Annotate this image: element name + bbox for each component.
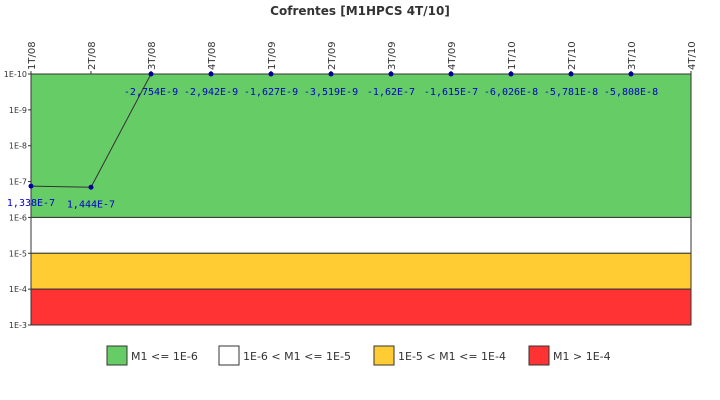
y-tick-label: 1E-8 xyxy=(9,142,27,151)
x-tick-label: 4T/09 xyxy=(447,41,458,70)
band-2 xyxy=(30,252,692,290)
data-label: -6,026E-8 xyxy=(484,87,538,98)
y-tick-label: 1E-7 xyxy=(9,178,27,187)
legend-swatch xyxy=(218,345,240,366)
data-point xyxy=(568,71,574,77)
data-point xyxy=(508,71,514,77)
band-3 xyxy=(30,288,692,326)
x-tick-label: 3T/08 xyxy=(147,41,158,70)
data-label: -5,808E-8 xyxy=(604,87,658,98)
legend-swatch xyxy=(106,345,128,366)
data-point xyxy=(28,183,34,189)
data-point xyxy=(208,71,214,77)
data-point xyxy=(388,71,394,77)
x-tick-label: 3T/10 xyxy=(627,41,638,70)
y-tick-label: 1E-4 xyxy=(9,285,27,294)
x-tick-label: 1T/10 xyxy=(507,41,518,70)
y-tick-label: 1E-6 xyxy=(9,213,27,222)
x-tick-label: 4T/08 xyxy=(207,41,218,70)
x-tick-label: 2T/10 xyxy=(567,41,578,70)
x-tick-label: 4T/10 xyxy=(687,41,698,70)
data-label: -5,781E-8 xyxy=(544,87,598,98)
legend-label: 1E-5 < M1 <= 1E-4 xyxy=(398,350,506,363)
data-label: 1,338E-7 xyxy=(7,198,55,209)
x-tick-label: 2T/08 xyxy=(87,41,98,70)
y-tick-label: 1E-9 xyxy=(9,106,27,115)
data-label: -2,754E-9 xyxy=(124,87,178,98)
data-point xyxy=(328,71,334,77)
data-label: -1,62E-7 xyxy=(367,87,415,98)
x-tick-label: 1T/08 xyxy=(27,41,38,70)
legend-label: M1 <= 1E-6 xyxy=(131,350,198,363)
data-label: -1,615E-7 xyxy=(424,87,478,98)
legend-item-1: 1E-6 < M1 <= 1E-5 xyxy=(218,345,351,366)
band-1 xyxy=(30,216,692,254)
legend-swatch xyxy=(528,345,550,366)
data-point xyxy=(268,71,274,77)
chart-title: Cofrentes [M1HPCS 4T/10] xyxy=(270,4,450,18)
x-tick-label: 3T/09 xyxy=(387,41,398,70)
data-point xyxy=(448,71,454,77)
x-tick-label: 1T/09 xyxy=(267,41,278,70)
legend-item-2: 1E-5 < M1 <= 1E-4 xyxy=(373,345,506,366)
legend-label: 1E-6 < M1 <= 1E-5 xyxy=(243,350,351,363)
data-label: -2,942E-9 xyxy=(184,87,238,98)
y-tick-label: 1E-3 xyxy=(9,321,27,330)
x-tick-label: 2T/09 xyxy=(327,41,338,70)
legend-item-0: M1 <= 1E-6 xyxy=(106,345,198,366)
legend-swatch xyxy=(373,345,395,366)
y-tick-label: 1E-5 xyxy=(9,249,27,258)
data-point xyxy=(628,71,634,77)
data-label: -3,519E-9 xyxy=(304,87,358,98)
legend-label: M1 > 1E-4 xyxy=(553,350,611,363)
data-point xyxy=(88,184,94,190)
band-0 xyxy=(30,73,692,218)
data-point xyxy=(148,71,154,77)
data-label: -1,627E-9 xyxy=(244,87,298,98)
legend-item-3: M1 > 1E-4 xyxy=(528,345,611,366)
data-label: 1,444E-7 xyxy=(67,199,115,210)
y-tick-label: 1E-10 xyxy=(4,70,27,79)
